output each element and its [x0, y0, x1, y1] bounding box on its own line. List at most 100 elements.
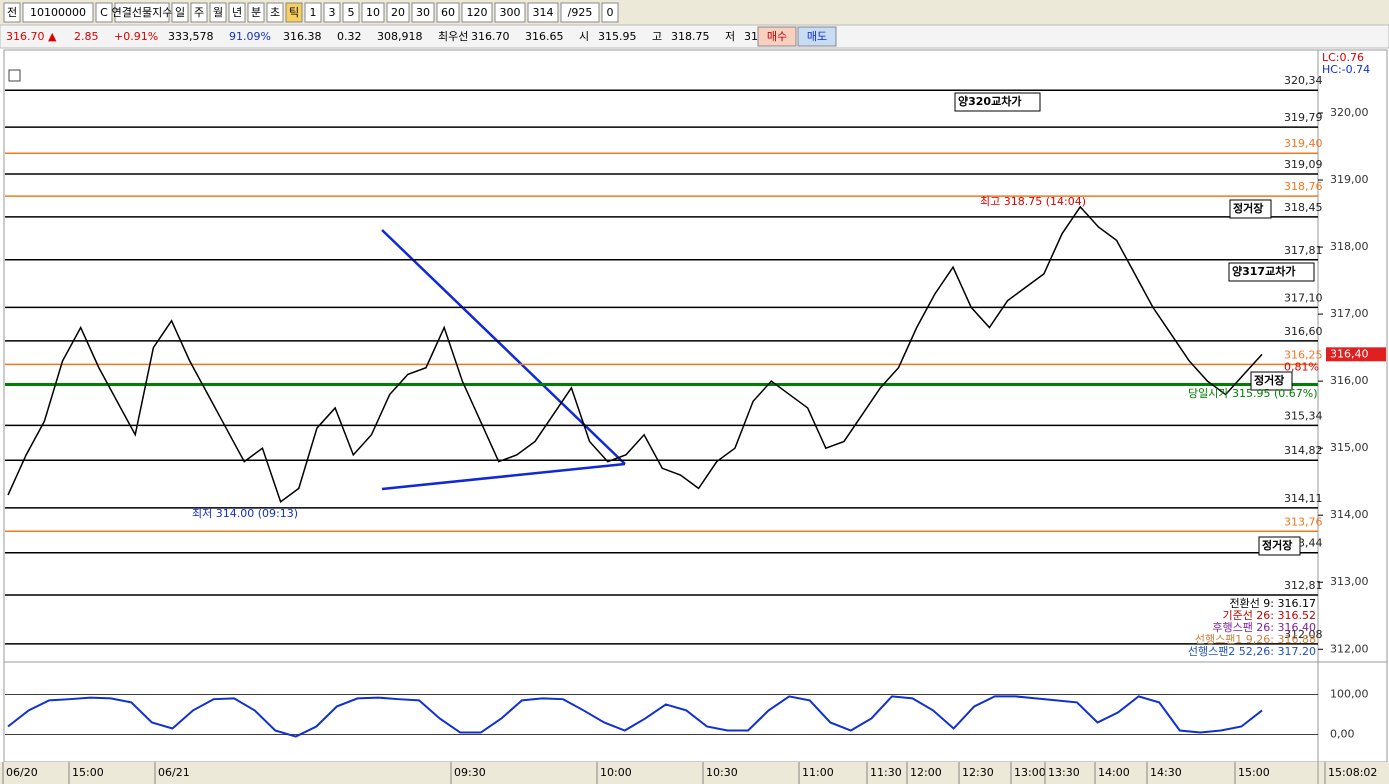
toolbar-label: /925	[568, 6, 593, 19]
time-label: 12:00	[910, 766, 942, 779]
level-label: 312,81	[1284, 579, 1323, 592]
toolbar-button[interactable]	[386, 2, 410, 23]
price-panel	[3, 49, 1388, 663]
time-label: 10:30	[706, 766, 738, 779]
price-line	[7, 205, 1263, 504]
time-label: 06/21	[158, 766, 190, 779]
level-label: 313,76	[1284, 515, 1323, 528]
toolbar-button[interactable]	[601, 2, 619, 23]
oscillator-panel	[3, 661, 1388, 763]
toolbar-button[interactable]	[190, 2, 208, 23]
quote-field: 시	[579, 30, 589, 43]
annotation: 양317교차가	[1232, 264, 1295, 278]
level-label: 315,34	[1284, 409, 1323, 422]
y-tick-label: 314,00	[1330, 508, 1369, 521]
quote-field: 91.09%	[229, 30, 271, 43]
indicator-legend: 후행스팬 26: 316.40	[1212, 621, 1316, 634]
y-tick-label: 320,00	[1330, 106, 1369, 119]
annotation-box	[1229, 199, 1272, 219]
quote-field: 고	[652, 30, 662, 43]
lc-label: LC:0.76	[1322, 51, 1364, 64]
y-tick-label: 319,00	[1330, 173, 1369, 186]
toolbar-button[interactable]	[285, 2, 303, 23]
level-label: 319,09	[1284, 158, 1323, 171]
level-label: 318,76	[1284, 180, 1323, 193]
toolbar-label: 일	[175, 5, 185, 19]
time-label: 14:30	[1150, 766, 1182, 779]
quote-field: 333,578	[168, 30, 214, 43]
toolbar-label: 10	[366, 6, 380, 19]
toolbar-button[interactable]	[527, 2, 559, 23]
toolbar-button[interactable]	[304, 2, 322, 23]
annotation: 당일시가 315.95 (0.67%)	[1188, 386, 1318, 400]
toolbar-label: 년	[232, 6, 242, 19]
annotation: 정거장	[1262, 538, 1292, 552]
quote-field: +0.91%	[114, 30, 158, 43]
toolbar-label: 초	[270, 6, 280, 19]
toolbar-label: 1	[310, 6, 317, 19]
indicator-legend: 기준선 26: 316.52	[1222, 609, 1316, 622]
toolbar-label: 전	[7, 6, 17, 19]
annotation-box	[954, 92, 1041, 112]
toolbar-button[interactable]	[560, 2, 600, 23]
toolbar-button[interactable]	[266, 2, 284, 23]
annotation: 최고 318.75 (14:04)	[980, 195, 1086, 208]
toolbar-button[interactable]	[114, 2, 170, 23]
toolbar-label: 틱	[289, 6, 299, 19]
level-label: 319,79	[1284, 111, 1323, 124]
toolbar-button[interactable]	[228, 2, 246, 23]
time-label: 15:00	[1238, 766, 1270, 779]
annotation-box	[1258, 536, 1301, 556]
toolbar-button[interactable]	[3, 2, 21, 23]
toolbar-button[interactable]	[323, 2, 341, 23]
quote-field: 저	[725, 30, 735, 43]
time-label: 09:30	[454, 766, 486, 779]
sell-label: 매도	[807, 30, 827, 43]
y-tick-label: 315,00	[1330, 441, 1369, 454]
time-label: 11:00	[802, 766, 834, 779]
time-label: 12:30	[962, 766, 994, 779]
toolbar-button[interactable]	[95, 2, 113, 23]
current-price-label: 316,40	[1330, 347, 1369, 360]
time-label: 14:00	[1098, 766, 1130, 779]
annotation: 양320교차가	[958, 94, 1021, 108]
toolbar-button[interactable]	[461, 2, 493, 23]
quote-field: 최우선	[438, 30, 468, 43]
osc-line	[7, 695, 1263, 738]
y-tick-label: 313,00	[1330, 575, 1369, 588]
annotation: 정거장	[1233, 201, 1263, 215]
toolbar-label: 300	[500, 6, 521, 19]
toolbar-button[interactable]	[494, 2, 526, 23]
toolbar-label: 월	[213, 6, 223, 19]
toolbar-label: 20	[391, 6, 405, 19]
quote-field: 318.75	[671, 30, 710, 43]
toolbar-bg	[0, 0, 1389, 25]
toolbar-button[interactable]	[411, 2, 435, 23]
toolbar-button[interactable]	[436, 2, 460, 23]
y-tick-label: 312,00	[1330, 642, 1369, 655]
level-label: 316,25	[1284, 348, 1323, 361]
toolbar-button[interactable]	[247, 2, 265, 23]
y-tick-label: 316,00	[1330, 374, 1369, 387]
quote-field: 315.95	[598, 30, 637, 43]
annotation: 정거장	[1254, 373, 1284, 387]
time-label: 13:00	[1014, 766, 1046, 779]
time-label: 11:30	[870, 766, 902, 779]
toolbar-button[interactable]	[171, 2, 189, 23]
annotation-box	[1250, 371, 1293, 391]
trendline	[381, 462, 626, 491]
level-label: 314,11	[1284, 492, 1323, 505]
toolbar-button[interactable]	[22, 2, 94, 23]
sell-button[interactable]	[797, 26, 837, 47]
toolbar-button[interactable]	[342, 2, 360, 23]
quote-field: 316.70 ▲	[6, 30, 57, 43]
osc-tick-label: 100,00	[1330, 687, 1369, 700]
toolbar-label: 30	[416, 6, 430, 19]
toolbar-label: 연결선물지수	[112, 6, 173, 19]
toolbar-label: 3	[329, 6, 336, 19]
toolbar-button[interactable]	[209, 2, 227, 23]
toolbar-button[interactable]	[361, 2, 385, 23]
buy-button[interactable]	[757, 26, 797, 47]
menu-icon[interactable]	[8, 69, 21, 82]
